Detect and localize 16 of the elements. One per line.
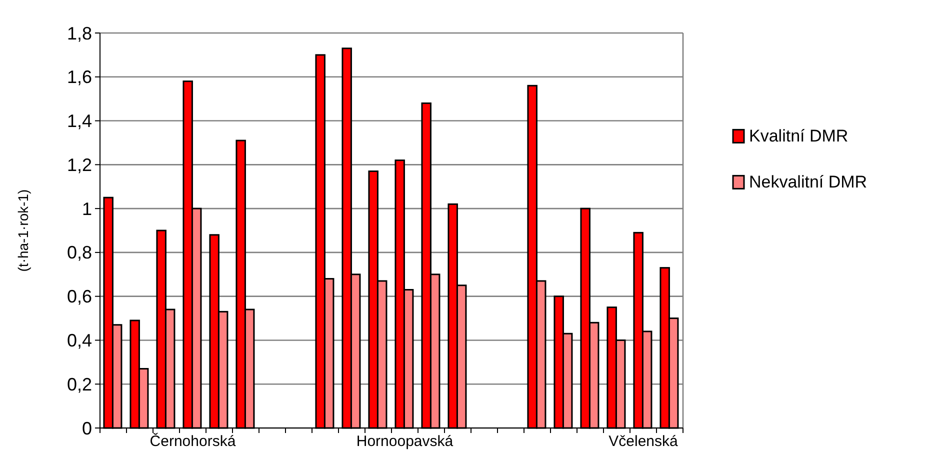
y-tick-label: 0,2 — [66, 374, 92, 394]
x-tick-label: Hornoopavská — [356, 433, 454, 450]
legend-label: Nekvalitní DMR — [749, 172, 868, 192]
y-tick-label: 1,8 — [66, 23, 92, 44]
y-tick-label: 0,4 — [66, 330, 92, 351]
x-tick-label: Včelenská — [608, 433, 679, 450]
y-tick-label: 0,8 — [66, 242, 92, 263]
y-axis-title: (t·ha-1·rok-1) — [15, 189, 31, 272]
y-tick-label: 0,6 — [66, 286, 92, 307]
legend-label: Kvalitní DMR — [749, 126, 848, 146]
y-tick-label: 1,6 — [66, 67, 92, 88]
y-tick-label: 1 — [82, 198, 92, 219]
y-tick-label: 0 — [82, 418, 92, 438]
x-tick-label: Černohorská — [150, 432, 236, 450]
y-tick-label: 1,4 — [66, 111, 92, 132]
y-tick-label: 1,2 — [66, 154, 92, 175]
